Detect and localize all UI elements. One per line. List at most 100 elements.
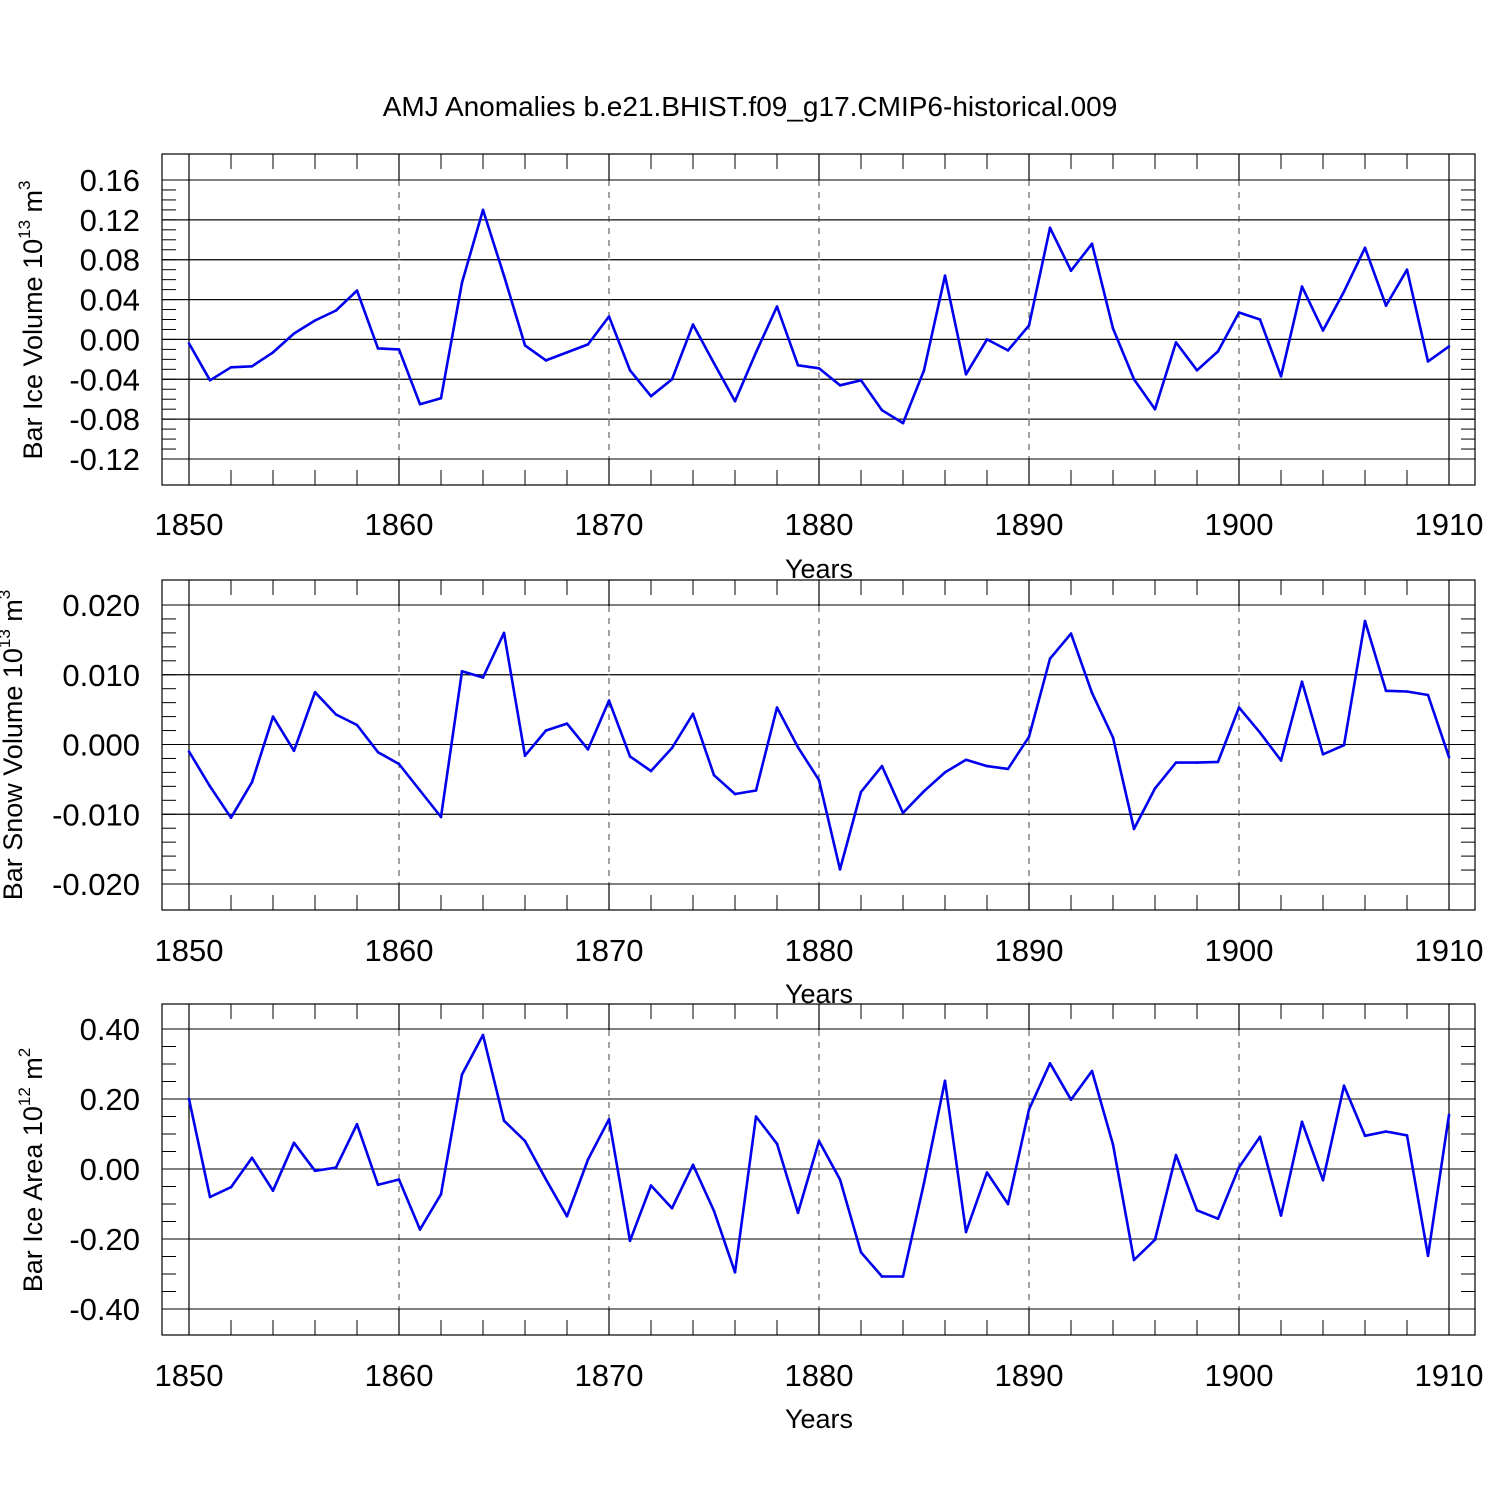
data-point (670, 378, 674, 381)
data-point (523, 344, 527, 347)
y-tick-label: 0.00 (80, 322, 140, 357)
data-point (502, 274, 506, 278)
data-point (1111, 327, 1115, 330)
y-axis-label: Bar Ice Volume 1013 m3 (15, 180, 48, 459)
data-point (1216, 760, 1220, 764)
data-point (1258, 318, 1262, 321)
data-point (775, 305, 779, 308)
data-point (1426, 693, 1430, 697)
data-point (1321, 329, 1325, 332)
data-point (271, 715, 275, 718)
x-tick-label: 1890 (995, 507, 1064, 542)
x-tick-label: 1900 (1205, 507, 1274, 542)
data-point (712, 362, 716, 365)
data-point (1279, 759, 1283, 762)
x-tick-label: 1910 (1415, 507, 1484, 542)
data-point (460, 670, 464, 673)
data-point (376, 1183, 380, 1187)
data-point (1447, 1113, 1451, 1117)
data-point (1384, 689, 1388, 693)
data-point (775, 706, 779, 709)
data-point (1048, 657, 1052, 660)
data-point (439, 815, 443, 819)
data-point (943, 274, 947, 278)
data-point (481, 676, 485, 679)
data-point (565, 722, 569, 725)
data-point (670, 746, 674, 750)
data-point (586, 1158, 590, 1161)
data-point (1279, 1214, 1283, 1217)
data-point (733, 792, 737, 796)
data-point (754, 351, 758, 354)
data-point (1426, 360, 1430, 363)
y-tick-label: -0.20 (69, 1222, 140, 1257)
data-point (607, 315, 611, 318)
y-tick-label: 0.010 (62, 658, 140, 693)
data-point (208, 1195, 212, 1199)
data-point (250, 365, 254, 368)
data-point (1174, 1153, 1178, 1157)
data-point (355, 1122, 359, 1126)
data-point (229, 816, 233, 819)
x-tick-label: 1860 (365, 507, 434, 542)
data-point (292, 749, 296, 753)
data-point (271, 1189, 275, 1192)
data-point (292, 1141, 296, 1145)
data-point (775, 1142, 779, 1146)
y-tick-label: 0.04 (80, 283, 140, 318)
data-point (985, 1171, 989, 1174)
data-point (292, 332, 296, 335)
y-tick-label: 0.12 (80, 203, 140, 238)
data-point (1321, 753, 1325, 756)
data-point (1090, 691, 1094, 695)
data-point (733, 1271, 737, 1274)
x-tick-label: 1890 (995, 933, 1064, 968)
data-point (439, 1192, 443, 1196)
data-point (838, 868, 842, 871)
data-point (418, 789, 422, 792)
y-tick-label: 0.40 (80, 1012, 140, 1047)
data-point (481, 208, 485, 212)
data-point (355, 289, 359, 292)
data-point (964, 373, 968, 376)
data-point (1363, 619, 1367, 623)
data-point (187, 750, 191, 753)
data-point (859, 379, 863, 382)
data-point (502, 631, 506, 635)
data-point (1153, 407, 1157, 411)
data-point (250, 780, 254, 784)
y-tick-label: -0.12 (69, 442, 140, 477)
data-point (1237, 706, 1241, 709)
data-point (1321, 1178, 1325, 1182)
data-point (1405, 1134, 1409, 1137)
y-tick-label: 0.20 (80, 1082, 140, 1117)
data-point (187, 342, 191, 345)
data-point (1111, 736, 1115, 739)
data-point (985, 764, 989, 768)
data-point (796, 1211, 800, 1215)
x-tick-label: 1910 (1415, 933, 1484, 968)
data-point (628, 755, 632, 758)
data-point (964, 758, 968, 762)
data-point (355, 723, 359, 727)
y-tick-label: 0.00 (80, 1152, 140, 1187)
x-tick-label: 1900 (1205, 1358, 1274, 1393)
data-point (1300, 285, 1304, 288)
data-point (922, 789, 926, 793)
data-point (817, 778, 821, 782)
data-point (1069, 632, 1073, 635)
data-point (1027, 1108, 1031, 1111)
data-point (880, 1275, 884, 1278)
x-tick-label: 1870 (575, 933, 644, 968)
data-point (1258, 731, 1262, 734)
data-point (1153, 787, 1157, 790)
data-point (313, 1169, 317, 1173)
data-point (1342, 290, 1346, 293)
data-point (208, 785, 212, 788)
data-point (691, 323, 695, 326)
data-point (1132, 378, 1136, 381)
figure-title: AMJ Anomalies b.e21.BHIST.f09_g17.CMIP6-… (383, 91, 1118, 122)
x-tick-label: 1880 (785, 507, 854, 542)
data-point (1384, 304, 1388, 307)
data-point (439, 396, 443, 400)
